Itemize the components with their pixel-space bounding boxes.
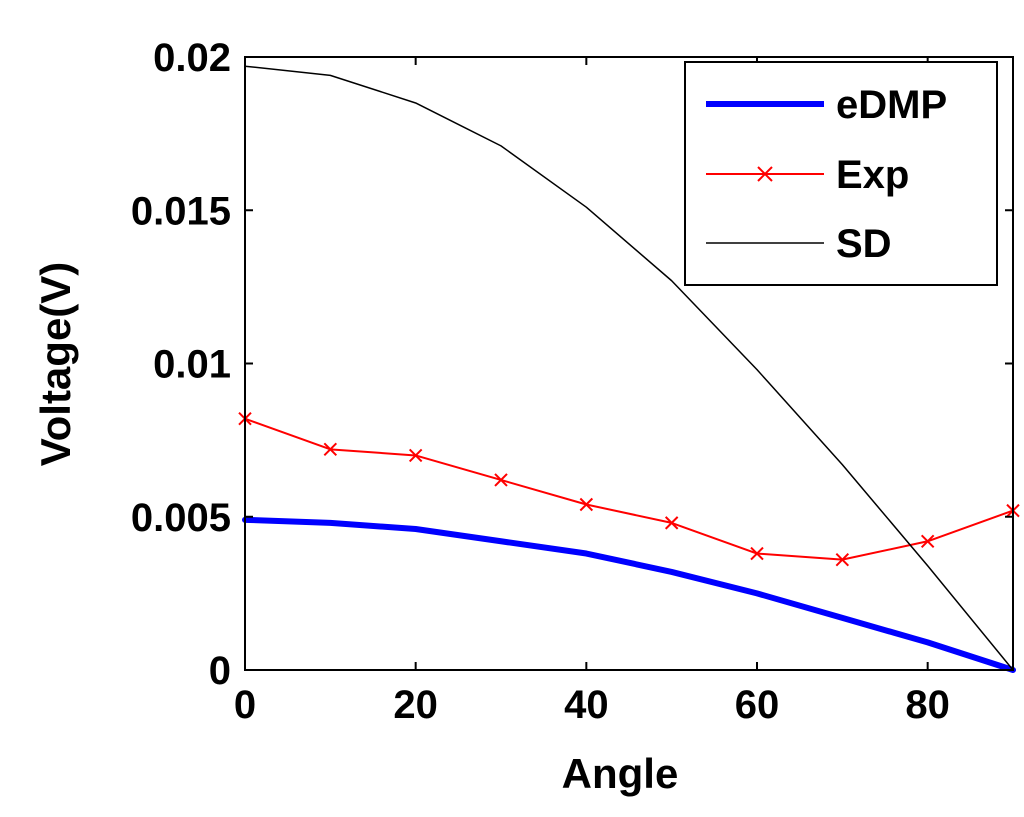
series-edmp xyxy=(242,516,1016,673)
y-tick-label: 0.02 xyxy=(153,36,231,80)
data-point-exp xyxy=(835,552,850,567)
series-line-exp xyxy=(244,417,1014,561)
y-tick-label: 0.015 xyxy=(131,189,231,233)
legend-label-exp: Exp xyxy=(836,153,909,197)
y-tick-label: 0.005 xyxy=(131,496,231,540)
data-point-exp xyxy=(579,497,594,512)
x-tick-label: 40 xyxy=(564,683,609,727)
series-line-edmp xyxy=(242,516,1016,673)
data-point-exp xyxy=(750,546,764,561)
series-layer xyxy=(238,65,1020,673)
y-tick-label: 0.01 xyxy=(153,343,231,387)
data-point-exp xyxy=(494,473,508,487)
x-tick-label: 60 xyxy=(735,683,780,727)
tick-layer: 0 20 40 60 80 0 0.005 0.01 0.015 0.02 xyxy=(131,36,1013,727)
legend-item-sd: SD xyxy=(706,222,892,266)
legend-item-exp: Exp xyxy=(706,153,909,197)
y-axis-label: Voltage(V) xyxy=(32,262,79,467)
x-tick-label: 0 xyxy=(234,683,256,727)
legend-label-sd: SD xyxy=(836,222,892,266)
legend-label-edmp: eDMP xyxy=(836,83,947,127)
series-sd xyxy=(244,65,1014,671)
data-point-exp xyxy=(323,442,338,457)
data-point-exp xyxy=(920,534,935,548)
series-line-sd xyxy=(244,65,1014,671)
legend-marker-exp xyxy=(757,166,773,182)
legend: eDMP Exp SD xyxy=(684,61,998,286)
x-tick-label: 20 xyxy=(393,683,438,727)
data-point-exp xyxy=(408,448,423,463)
data-point-exp xyxy=(664,516,679,530)
y-tick-label: 0 xyxy=(209,649,231,693)
x-axis-label: Angle xyxy=(562,750,679,797)
legend-item-edmp: eDMP xyxy=(706,83,947,127)
x-tick-label: 80 xyxy=(905,683,950,727)
